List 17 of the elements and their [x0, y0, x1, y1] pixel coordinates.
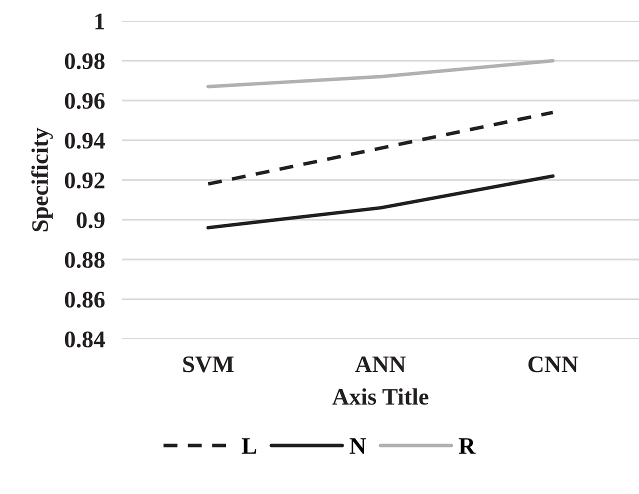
y-tick-label: 0.96 [64, 92, 105, 110]
x-tick-label: SVM [183, 356, 234, 372]
x-axis-title: Axis Title [332, 388, 428, 405]
y-axis-title: Specificity [31, 128, 53, 232]
x-tick-label: ANN [355, 356, 406, 372]
y-tick-label: 0.88 [64, 252, 105, 268]
y-tick-label: 0.92 [64, 172, 104, 189]
legend-label: R [458, 438, 476, 454]
y-tick-label: 0.94 [64, 132, 105, 149]
legend-label: L [242, 438, 256, 454]
legend-label: N [350, 438, 366, 454]
y-tick-label: 1 [95, 14, 104, 30]
y-tick-label: 0.84 [64, 331, 105, 348]
y-tick-label: 0.86 [64, 292, 105, 308]
x-tick-label: CNN [528, 356, 578, 372]
y-tick-label: 0.98 [64, 53, 105, 70]
y-tick-label: 0.9 [76, 212, 104, 228]
